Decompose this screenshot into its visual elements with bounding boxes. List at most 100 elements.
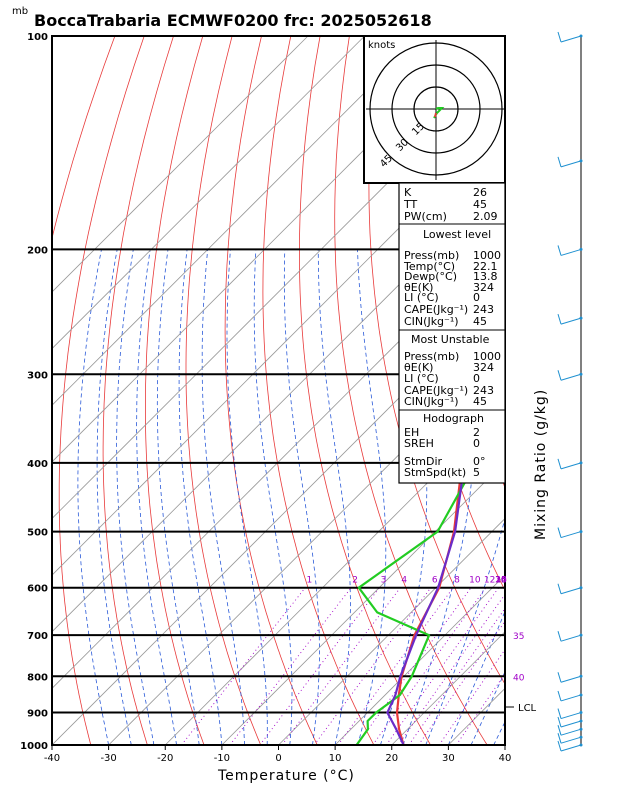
ll-value-4: 0	[473, 291, 480, 304]
moist-adiabat	[136, 249, 177, 745]
moist-adiabat	[357, 249, 387, 745]
ll-label-3: θE(K)	[404, 281, 433, 294]
mixing-ratio-label: 30	[495, 576, 507, 586]
wind-barb	[560, 634, 582, 642]
moist-adiabat	[226, 249, 268, 745]
mixing-ratio-label: 25	[495, 576, 506, 586]
wind-barb-flag	[557, 631, 562, 642]
moist-adiabat	[253, 249, 293, 745]
wind-barb	[560, 694, 582, 702]
moist-adiabat	[201, 249, 245, 745]
pressure-tick-label: 100	[27, 32, 48, 43]
wind-barb-flag	[557, 31, 562, 43]
dry-adiabat	[58, 36, 145, 745]
wind-barb	[560, 728, 582, 736]
ll-value-5: 243	[473, 303, 494, 316]
wind-barb	[560, 736, 582, 744]
wind-barb	[560, 675, 582, 683]
mixing-ratio-label: 10	[469, 576, 481, 586]
temperature-tick-labels: -40 -30 -20 -10 0 10 20 30 40	[44, 745, 512, 764]
temperature-tick-label: 40	[499, 753, 512, 764]
ho-value-0: 2	[473, 426, 480, 439]
mixing-ratio-label: 12	[484, 576, 495, 586]
dry-adiabat	[224, 36, 318, 745]
mixing-ratio-line	[229, 587, 352, 745]
mu-value-3: 243	[473, 384, 494, 397]
wind-barb	[560, 712, 582, 720]
pressure-unit-label: mb	[12, 6, 28, 17]
isotherm	[52, 36, 422, 406]
pressure-tick-label: 200	[27, 245, 48, 256]
wind-barb	[560, 160, 582, 168]
mixing-ratio-line	[408, 607, 505, 745]
hodograph-trace-low	[434, 112, 437, 118]
ho-value-2: 0°	[473, 455, 486, 468]
indices-panel: K 26 TT 45 PW(cm) 2.09 Lowest level Pres…	[398, 182, 506, 484]
index-value-pw: 2.09	[473, 210, 498, 223]
chart-title: BoccaTrabaria ECMWF0200 frc: 2025052618	[34, 11, 432, 30]
dry-adiabat	[584, 36, 618, 745]
isotherm	[52, 36, 309, 293]
wind-barb	[560, 720, 582, 728]
mu-label-1: θE(K)	[404, 361, 433, 374]
index-label-k: K	[404, 186, 412, 199]
ho-label-3: StmSpd(kt)	[404, 466, 466, 479]
pressure-tick-label: 1000	[20, 741, 48, 752]
moist-adiabat	[317, 249, 351, 745]
isotherm	[52, 36, 479, 463]
moist-adiabat	[77, 249, 109, 745]
ll-value-1: 22.1	[473, 260, 498, 273]
mu-value-4: 45	[473, 395, 487, 408]
dry-adiabat	[102, 36, 174, 745]
ho-label-0: EH	[404, 426, 419, 439]
ll-value-6: 45	[473, 315, 487, 328]
wind-barb-column	[557, 31, 583, 752]
isotherm	[52, 234, 505, 689]
mixing-ratio-line	[418, 620, 505, 745]
pressure-tick-label: 900	[27, 709, 48, 720]
mixing-ratio-label: 3	[381, 576, 387, 586]
isotherm	[221, 461, 505, 745]
mixing-ratio-line	[281, 587, 401, 745]
most-unstable-header: Most Unstable	[411, 333, 490, 346]
moist-adiabat	[156, 249, 200, 745]
ll-value-3: 324	[473, 281, 494, 294]
wind-barb	[560, 531, 582, 539]
mixing-ratio-line	[259, 587, 380, 745]
temperature-tick-label: -20	[157, 753, 173, 764]
mu-value-1: 324	[473, 361, 494, 374]
mu-value-0: 1000	[473, 350, 501, 363]
temperature-tick-label: 30	[442, 753, 455, 764]
lowest-level-header: Lowest level	[423, 228, 491, 241]
wind-barb-flag	[557, 583, 562, 594]
temperature-tick-label: -40	[44, 753, 60, 764]
wind-barb-flag	[557, 708, 562, 719]
index-value-k: 26	[473, 186, 487, 199]
isotherm	[52, 36, 365, 350]
moist-adiabat	[116, 249, 155, 745]
mixing-ratio-label: 40	[513, 673, 525, 683]
isotherm	[278, 517, 505, 745]
wind-barb-flag	[557, 527, 562, 538]
ll-label-6: CIN(Jkg⁻¹)	[404, 315, 459, 328]
pressure-tick-label: 800	[27, 672, 48, 683]
mixing-ratio-label: 6	[432, 576, 438, 586]
index-label-pw: PW(cm)	[404, 210, 447, 223]
wind-barb	[560, 587, 582, 595]
ll-label-0: Press(mb)	[404, 249, 459, 262]
wind-barb-flag	[557, 313, 562, 325]
dry-adiabat	[613, 36, 618, 745]
wind-barb	[560, 248, 582, 256]
wind-barb-flag	[557, 156, 562, 167]
profile-line-1	[355, 424, 505, 745]
ho-label-2: StmDir	[404, 455, 443, 468]
pressure-tick-label: 600	[27, 584, 48, 595]
wind-barb	[560, 317, 582, 325]
ll-label-1: Temp(°C)	[403, 260, 455, 273]
wind-barb-flag	[557, 740, 562, 752]
moist-adiabat	[96, 249, 132, 745]
wind-barb-flag	[557, 245, 562, 256]
dry-adiabat	[144, 36, 205, 745]
